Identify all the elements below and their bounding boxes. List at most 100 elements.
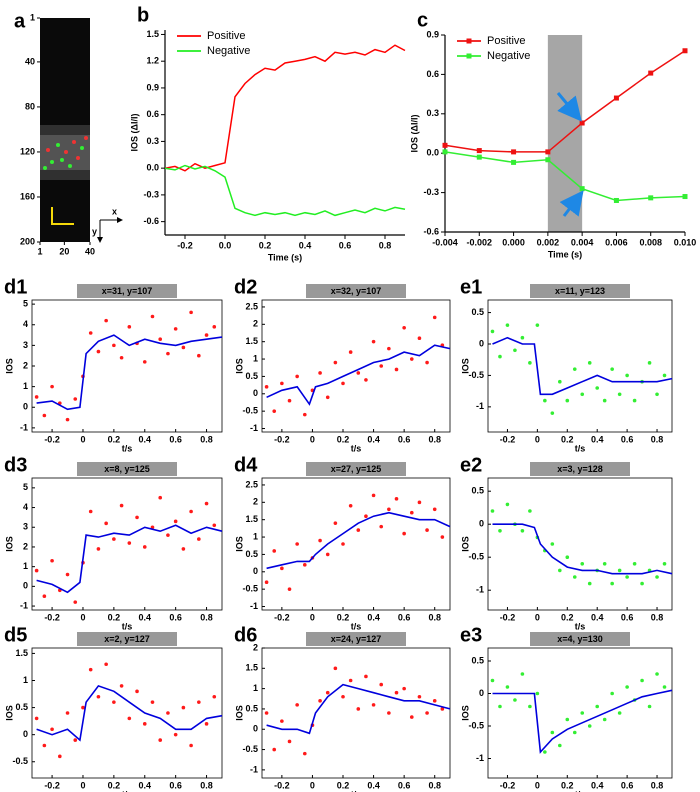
series-line: [492, 689, 673, 754]
y-tick-label: -0.5: [242, 744, 258, 754]
x-tick-label: 0.6: [169, 434, 182, 444]
scatter-point: [280, 719, 284, 723]
x-tick-label: 0: [310, 612, 315, 622]
panel-label: d6: [234, 624, 257, 646]
scatter-point: [302, 751, 307, 756]
series-marker: [476, 154, 482, 160]
scatter-point: [318, 371, 322, 375]
scatter-point: [432, 507, 437, 512]
panel: e3 -1 -0.5 0 0.5 -0.2 0 0.2 0.4 0.6 0.8 t/s IOS x=4, …: [460, 624, 673, 792]
series-marker: [648, 195, 654, 201]
x-axis-label: t/s: [351, 621, 362, 631]
y-tick-label: 0.0: [146, 163, 159, 173]
scatter-point: [150, 525, 155, 530]
y-tick-label: -0.5: [468, 370, 484, 380]
scatter-point: [181, 547, 186, 551]
scatter-point: [610, 691, 614, 696]
x-tick-label: 0: [80, 612, 85, 622]
scatter-point: [364, 378, 368, 382]
scatter-point: [625, 575, 629, 579]
y-tick-label: -0.5: [468, 552, 484, 562]
x-tick-label: -0.2: [44, 434, 60, 444]
series-marker: [476, 148, 482, 154]
y-tick-label: 1.2: [146, 56, 159, 66]
scatter-point: [50, 384, 54, 389]
y-tick-label: 0.5: [245, 703, 258, 713]
scatter-point: [112, 700, 116, 704]
scatter-point: [135, 689, 139, 694]
x-tick-label: 0.2: [108, 612, 121, 622]
y-tick-label: 0.9: [146, 82, 159, 92]
scatter-point: [34, 568, 39, 573]
scatter-point: [119, 503, 124, 508]
y-axis-label: IOS: [460, 536, 470, 552]
scatter-point: [632, 398, 637, 403]
y-tick-label: 4: [23, 319, 28, 329]
y-tick-label: 1: [23, 561, 28, 571]
scatter-point: [587, 361, 592, 365]
axis-name: y: [92, 226, 97, 236]
series-line: [492, 523, 673, 575]
scatter-point: [580, 711, 585, 715]
scatter-point: [150, 700, 155, 704]
y-tick-label: 0: [23, 581, 28, 591]
scatter-point: [417, 336, 422, 341]
panel: c -0.6 -0.3 0.0 0.3 0.6 0.9 -0.004 -0.002 0.000 0.…: [409, 9, 696, 259]
y-tick-label: 0: [479, 688, 484, 698]
scatter-point: [104, 521, 108, 526]
series-line: [266, 344, 451, 406]
y-tick-label: 1.5: [245, 514, 258, 524]
scatter-point: [158, 337, 163, 341]
scatter-point: [96, 694, 101, 699]
y-tick-label: 0.5: [245, 371, 258, 381]
scatter-point: [513, 348, 517, 353]
x-tick-label: -0.2: [177, 240, 193, 250]
x-tick-label: 0.8: [651, 434, 664, 444]
scatter-point: [505, 323, 510, 327]
x-tick-label: 0.8: [379, 240, 392, 250]
y-tick-label: 0.5: [245, 549, 258, 559]
scatter-point: [189, 310, 193, 315]
x-tick-label: -0.2: [500, 612, 516, 622]
scatter-point: [490, 678, 495, 683]
panel: b -0.6 -0.3 0.0 0.3 0.6 0.9 1.2 1.5 -0.2 0.0 0.2 0.4…: [129, 4, 406, 262]
scatter-point: [264, 580, 269, 585]
x-axis-label: t/s: [351, 789, 362, 792]
scatter-point: [73, 600, 78, 604]
x-tick-label: 0.2: [561, 434, 574, 444]
y-tick-label: 1.5: [245, 663, 258, 673]
scatter-point: [440, 535, 445, 539]
y-tick-label: 1: [253, 531, 258, 541]
legend-label: Positive: [487, 35, 526, 47]
x-axis-label: t/s: [122, 443, 133, 453]
plot-frame: [261, 299, 451, 433]
scatter-point: [640, 581, 644, 586]
y-tick-label: 2: [23, 541, 28, 551]
scatter-point: [640, 678, 644, 683]
scatter-point: [212, 325, 217, 329]
y-tick-label: -0.6: [143, 216, 159, 226]
x-tick-label: -0.2: [44, 780, 60, 790]
scatter-point: [617, 568, 622, 573]
y-tick-label: 5: [23, 299, 28, 309]
y-tick-label: -0.5: [242, 406, 258, 416]
x-tick-label: 0.006: [605, 237, 628, 247]
panel-label: e1: [460, 276, 482, 298]
series-marker: [442, 149, 448, 155]
scatter-point: [520, 335, 525, 340]
scatter-point: [65, 417, 70, 422]
series-line: [444, 50, 686, 153]
scatter-point: [379, 364, 384, 368]
scatter-point: [425, 528, 429, 532]
scatter-point: [425, 360, 429, 365]
scatter-point: [379, 682, 384, 687]
y-tick-label: -0.3: [423, 187, 439, 197]
highlight-band: [547, 35, 583, 232]
x-tick-label: 0.6: [398, 434, 411, 444]
series-marker: [682, 194, 688, 200]
scatter-point: [204, 722, 209, 726]
x-tick-label: 0.6: [621, 780, 634, 790]
y-tick-label: 0.6: [146, 109, 159, 119]
x-tick-label: 0.6: [398, 612, 411, 622]
